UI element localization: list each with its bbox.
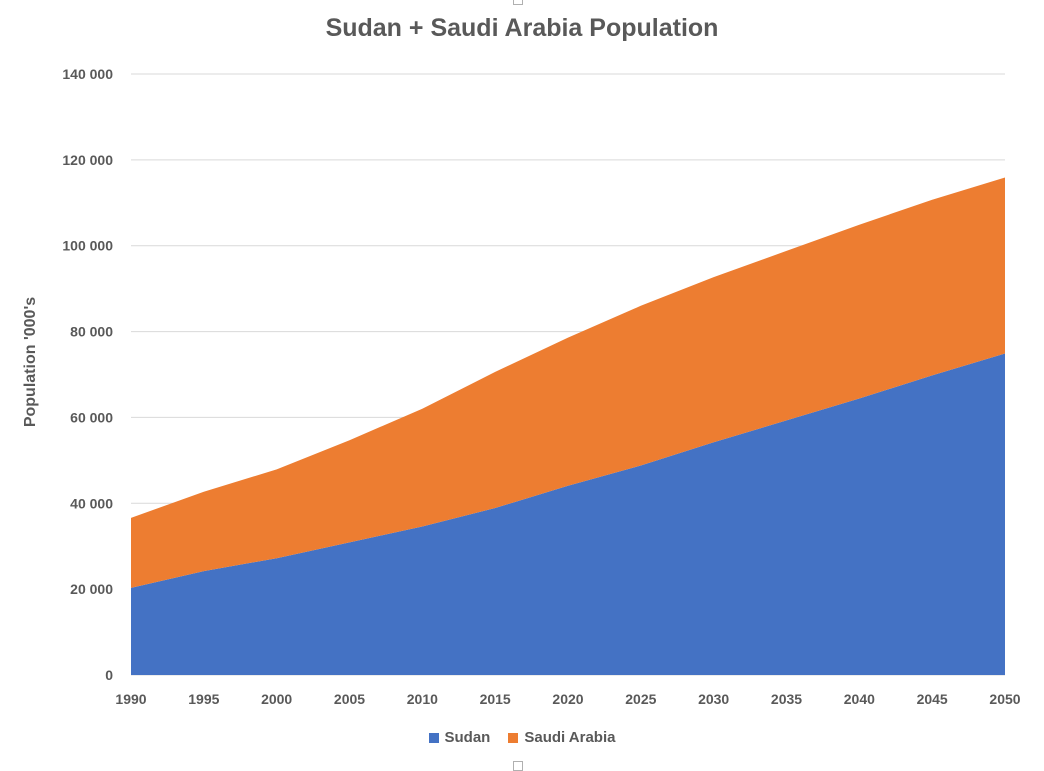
x-tick-label: 2025 — [625, 691, 656, 707]
x-tick-label: 1990 — [115, 691, 146, 707]
x-tick-label: 2045 — [917, 691, 948, 707]
legend-swatch-saudi-arabia — [508, 732, 519, 743]
y-tick-label: 0 — [105, 667, 113, 683]
x-tick-label: 2005 — [334, 691, 365, 707]
x-tick-label: 2020 — [552, 691, 583, 707]
legend-item-saudi-arabia: Saudi Arabia — [508, 729, 615, 746]
resize-handle-bottom[interactable] — [513, 761, 523, 771]
legend-swatch-sudan — [428, 732, 439, 743]
area-series-sudan — [131, 353, 1005, 675]
area-series-saudi-arabia — [131, 177, 1005, 588]
x-tick-label: 2035 — [771, 691, 802, 707]
x-tick-label: 2000 — [261, 691, 292, 707]
y-tick-label: 80 000 — [70, 324, 113, 340]
x-tick-label: 2030 — [698, 691, 729, 707]
x-tick-label: 2050 — [989, 691, 1020, 707]
y-tick-label: 40 000 — [70, 495, 113, 511]
y-tick-label: 60 000 — [70, 409, 113, 425]
chart-title: Sudan + Saudi Arabia Population — [325, 14, 719, 42]
x-tick-label: 2015 — [480, 691, 511, 707]
legend-label-sudan: Sudan — [444, 729, 491, 746]
y-tick-label: 120 000 — [62, 152, 113, 168]
x-tick-label: 1995 — [188, 691, 219, 707]
y-tick-label: 140 000 — [62, 66, 113, 82]
y-tick-label: 20 000 — [70, 581, 113, 597]
y-tick-label: 100 000 — [62, 238, 113, 254]
x-tick-label: 2010 — [407, 691, 438, 707]
legend-item-sudan: Sudan — [428, 729, 491, 746]
resize-handle-top[interactable] — [513, 0, 523, 5]
legend: Sudan Saudi Arabia — [0, 729, 1044, 746]
x-tick-label: 2040 — [844, 691, 875, 707]
legend-label-saudi-arabia: Saudi Arabia — [524, 729, 616, 746]
